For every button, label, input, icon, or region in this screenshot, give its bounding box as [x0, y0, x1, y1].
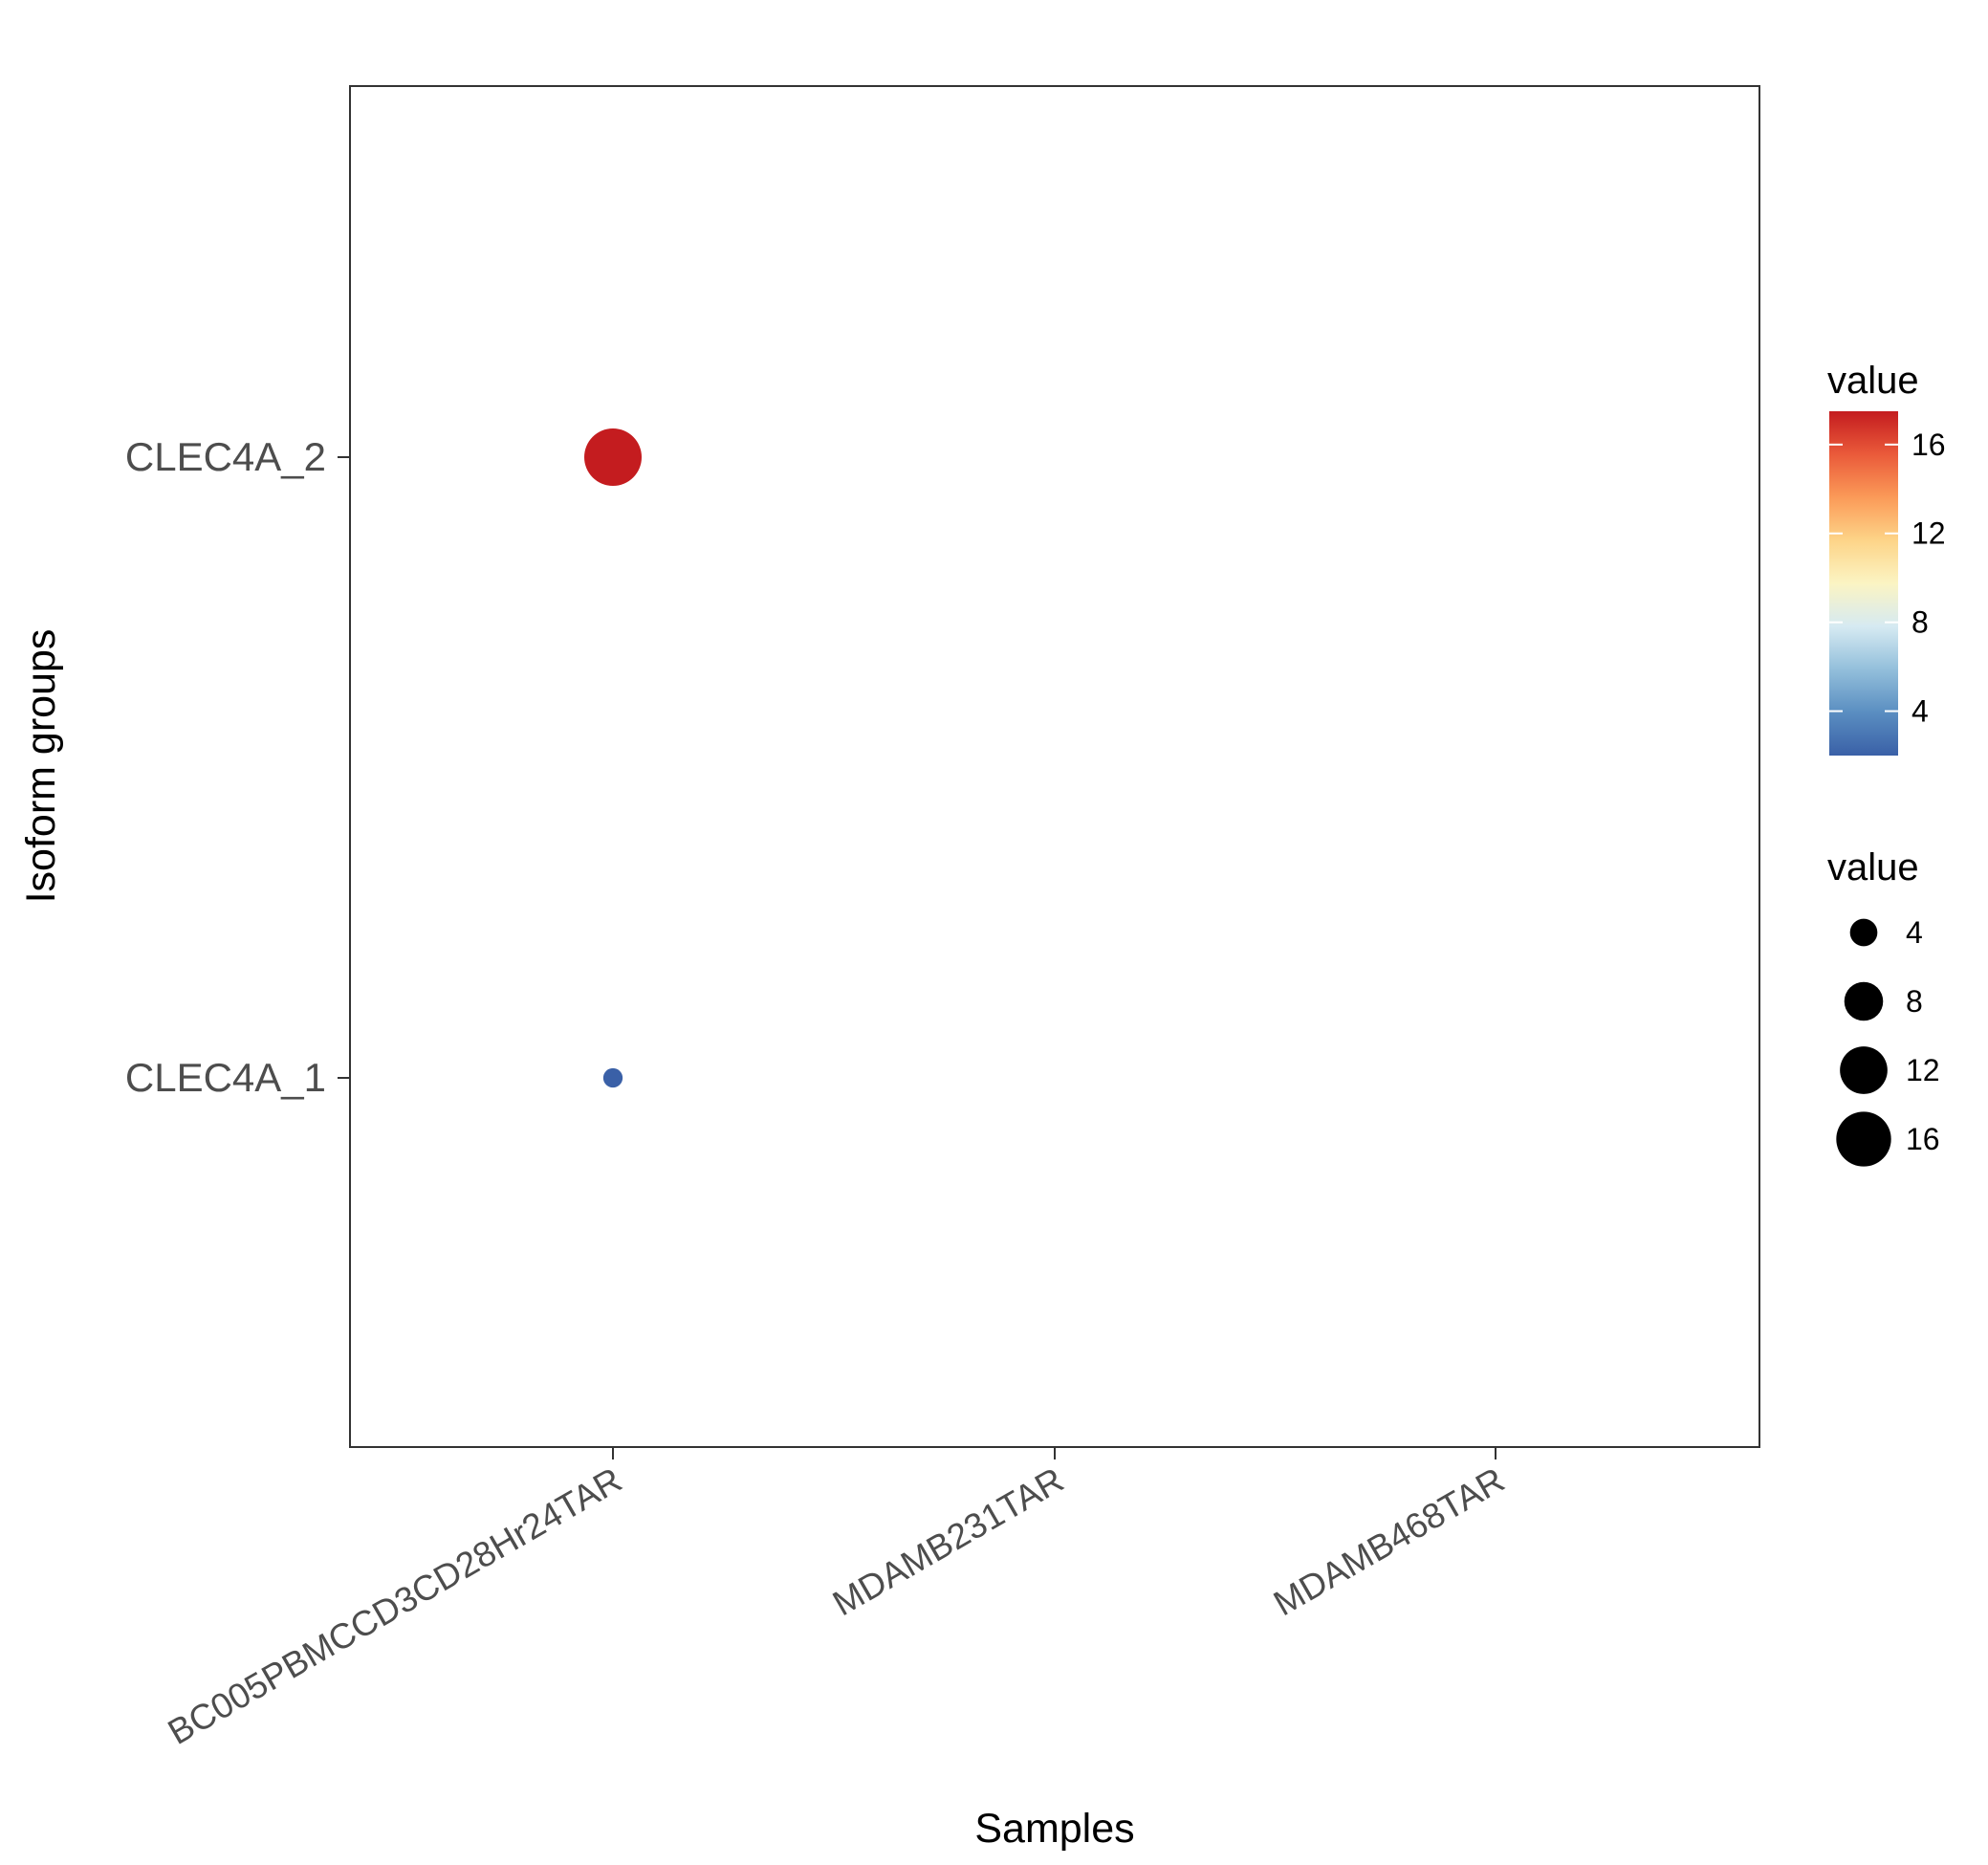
data-points	[584, 428, 642, 1088]
x-tick-label: MDAMB468TAR	[1267, 1459, 1511, 1623]
size-legend-title: value	[1827, 846, 1919, 889]
size-legend-key	[1844, 981, 1884, 1021]
x-tick-label: BC005PBMCCD3CD28Hr24TAR	[162, 1459, 628, 1752]
data-point	[584, 428, 642, 486]
size-legend-label: 12	[1906, 1053, 1940, 1087]
color-bar	[1829, 411, 1898, 756]
size-legend-label: 16	[1906, 1122, 1940, 1156]
x-axis: BC005PBMCCD3CD28Hr24TAR MDAMB231TAR MDAMB4…	[162, 1447, 1511, 1752]
size-legend-label: 8	[1906, 984, 1923, 1019]
y-axis-title: Isoform groups	[18, 629, 64, 904]
color-legend-label: 12	[1912, 516, 1946, 551]
size-legend-key	[1849, 918, 1878, 947]
y-axis: CLEC4A_1 CLEC4A_2	[125, 434, 350, 1100]
color-legend-label: 8	[1912, 605, 1929, 640]
data-point	[602, 1067, 623, 1088]
size-legend: value 4 8 12 16	[1827, 846, 1940, 1167]
y-tick-label: CLEC4A_1	[125, 1055, 326, 1100]
x-tick-label: MDAMB231TAR	[826, 1459, 1070, 1623]
color-legend-label: 16	[1912, 428, 1946, 462]
size-legend-key	[1836, 1111, 1891, 1167]
size-legend-label: 4	[1906, 915, 1923, 950]
y-tick-label: CLEC4A_2	[125, 434, 326, 479]
color-legend: value 4 8 12 16	[1827, 360, 1946, 756]
color-legend-title: value	[1827, 360, 1919, 402]
size-legend-key	[1840, 1046, 1888, 1094]
plot-panel	[349, 85, 1760, 1448]
color-legend-label: 4	[1912, 694, 1929, 729]
x-axis-title: Samples	[974, 1806, 1134, 1852]
